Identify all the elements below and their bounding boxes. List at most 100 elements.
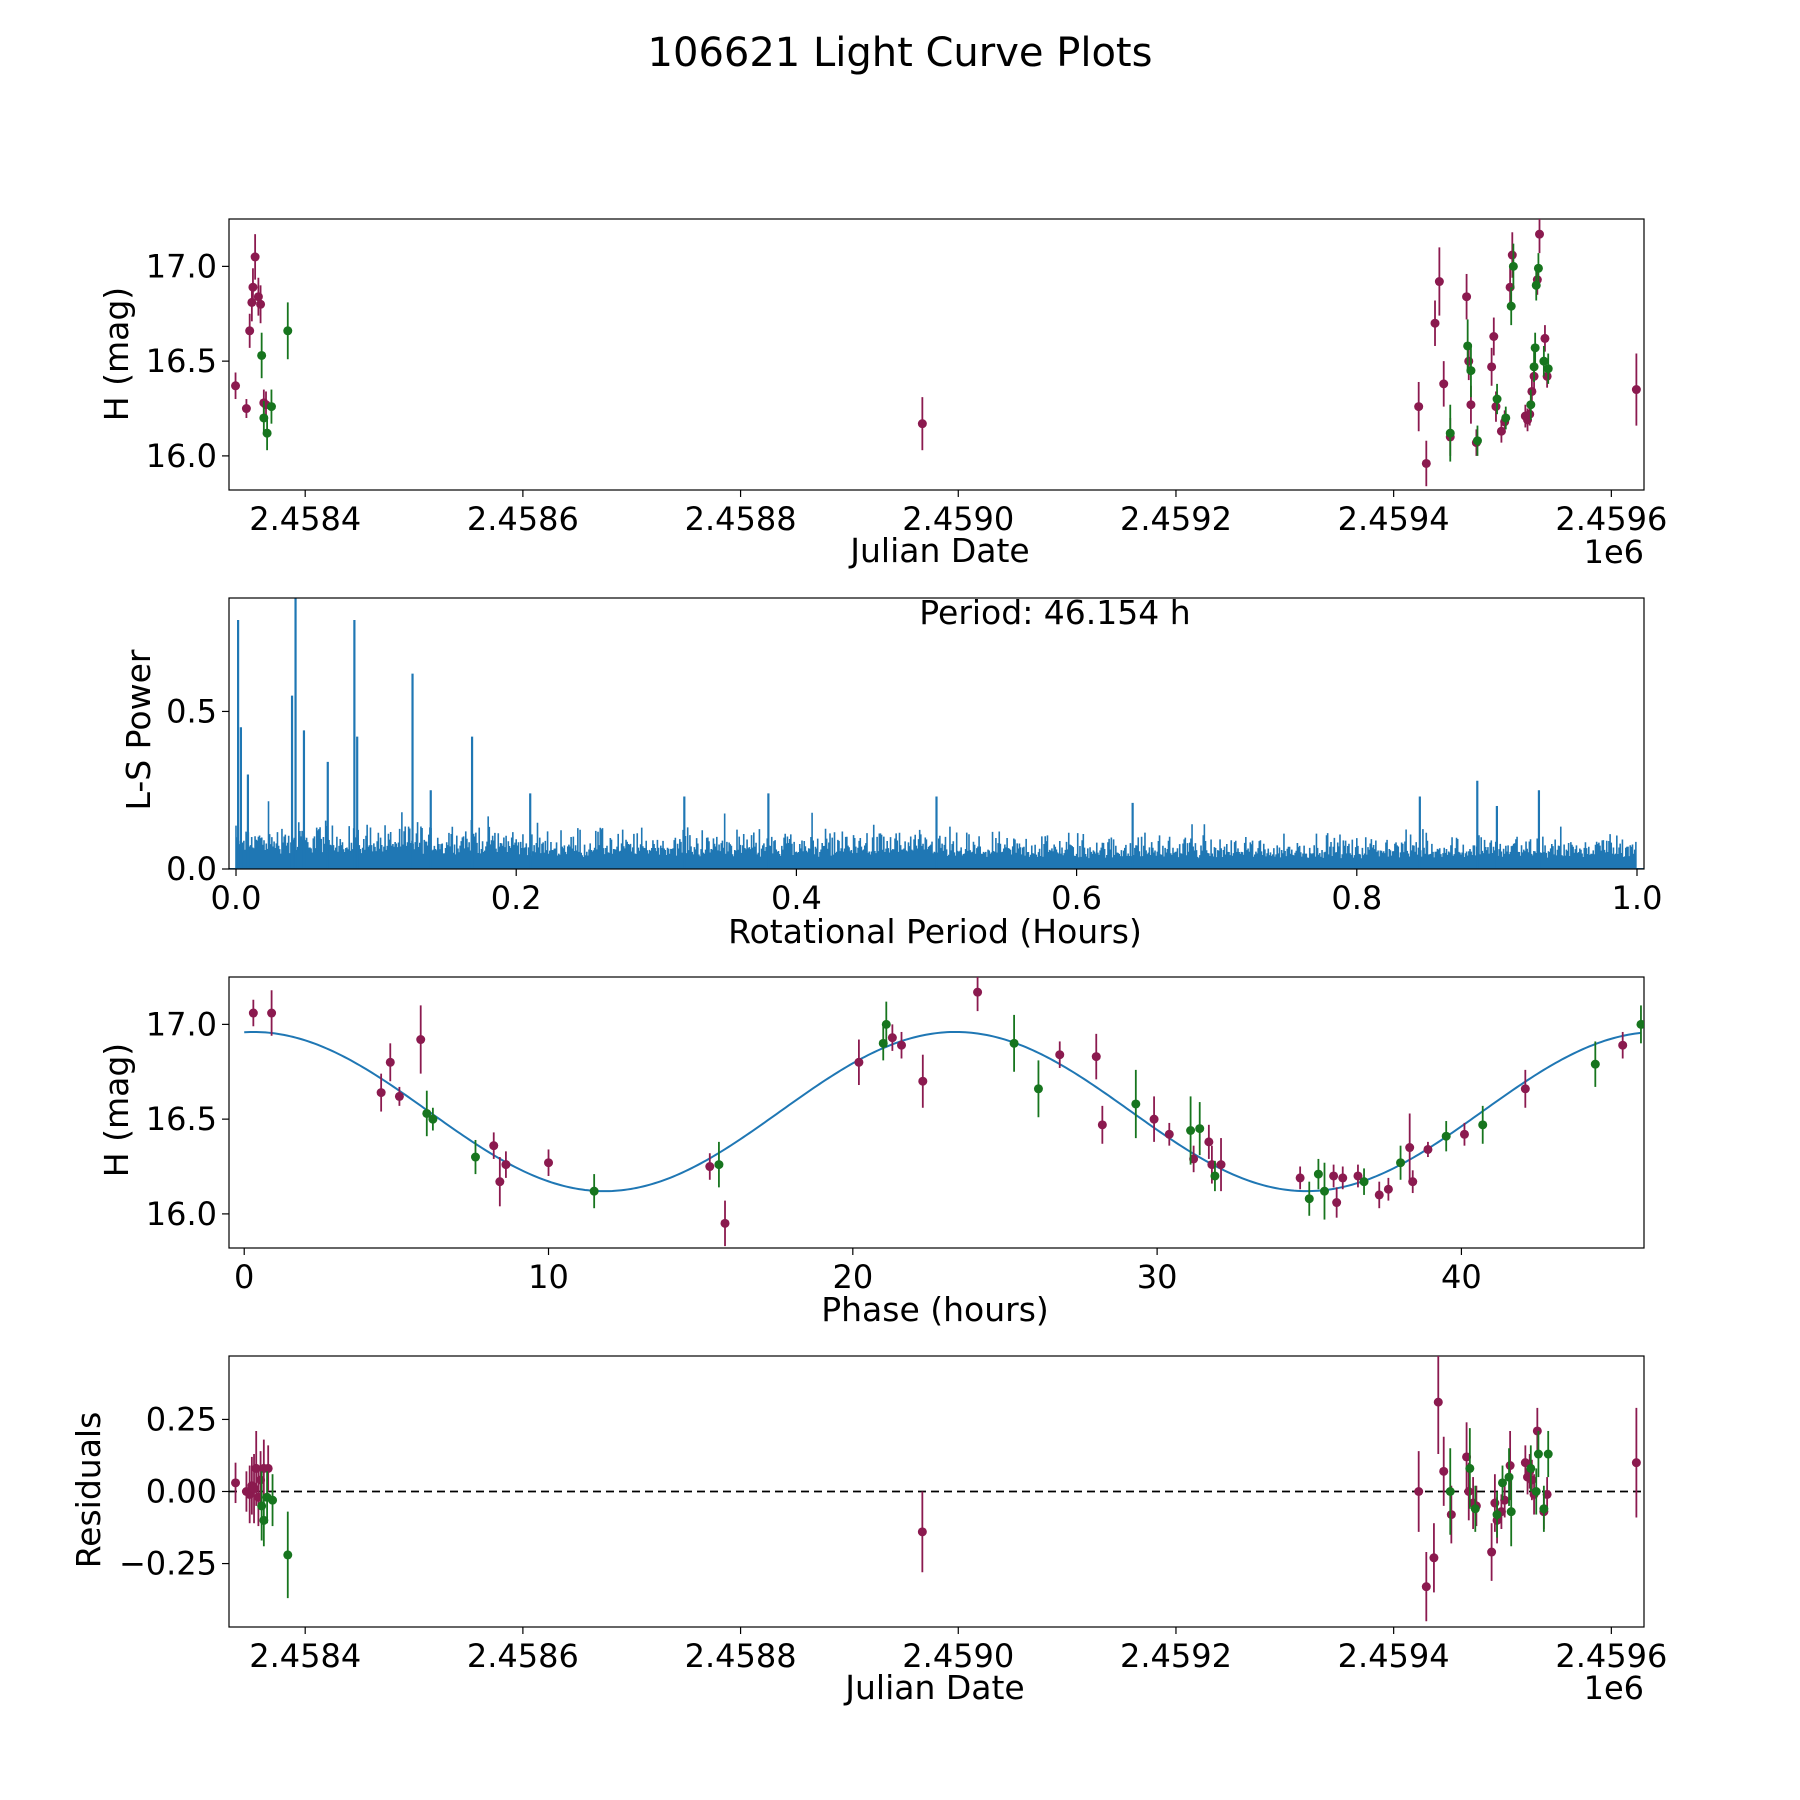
data-point	[1535, 229, 1545, 239]
data-point	[589, 1186, 599, 1196]
data-point	[1439, 379, 1449, 389]
data-point	[1033, 1084, 1043, 1094]
data-point	[1500, 1495, 1510, 1505]
data-point	[231, 381, 241, 391]
periodogram-frame	[228, 597, 1645, 870]
lightcurve-xtick-label: 2.4594	[1338, 500, 1450, 538]
periodogram-xtick-label: 0.4	[771, 879, 822, 917]
data-point	[1543, 1449, 1553, 1459]
data-point	[1462, 1452, 1472, 1462]
residuals-xlabel: Julian Date	[843, 1668, 1025, 1707]
lightcurve-xtick-label: 2.4586	[467, 500, 579, 538]
data-point	[1295, 1173, 1305, 1183]
data-point	[1441, 1131, 1451, 1141]
data-point	[1539, 356, 1549, 366]
data-point	[1396, 1158, 1406, 1168]
data-point	[1472, 436, 1482, 446]
periodogram-xtick-label: 0.0	[211, 879, 262, 917]
phased-panel: Phase (hours) H (mag) 0 10 20 30 40 16.0 16.5 1…	[97, 976, 1645, 1329]
data-point	[416, 1035, 426, 1045]
data-point	[1149, 1114, 1159, 1124]
fit-curve	[244, 1030, 1642, 1193]
data-point	[501, 1160, 511, 1170]
data-point	[1631, 385, 1641, 395]
data-point	[544, 1158, 554, 1168]
data-point	[1216, 1160, 1226, 1170]
data-point	[1313, 1169, 1323, 1179]
period-annotation: Period: 46.154 h	[919, 593, 1190, 632]
phased-xtick-label: 0	[234, 1258, 254, 1296]
data-point	[1506, 301, 1516, 311]
data-point	[1531, 280, 1541, 290]
data-point	[881, 1019, 891, 1029]
periodogram-xtick-label: 1.0	[1612, 879, 1663, 917]
data-point	[1478, 1120, 1488, 1130]
data-point	[1532, 1426, 1542, 1436]
data-point	[1527, 386, 1537, 396]
phased-points	[248, 977, 1644, 1247]
data-point	[897, 1040, 907, 1050]
residuals-ytick-label: 0.25	[146, 1400, 217, 1438]
lightcurve-xtick-label: 2.4596	[1555, 500, 1667, 538]
lightcurve-xtick-label: 2.4584	[249, 500, 361, 538]
data-point	[495, 1177, 505, 1187]
phased-xlabel: Phase (hours)	[821, 1290, 1049, 1329]
lightcurve-xlabel: Julian Date	[848, 531, 1030, 570]
residuals-ylabel: Residuals	[69, 1412, 108, 1569]
data-point	[1338, 1173, 1348, 1183]
periodogram-panel: Period: 46.154 h Rotational Period (Hour…	[119, 593, 1662, 951]
data-point	[1507, 250, 1517, 260]
data-point	[1530, 343, 1540, 353]
data-point	[1353, 1171, 1363, 1181]
data-point	[266, 402, 276, 412]
data-point	[1097, 1120, 1107, 1130]
data-point	[1542, 1489, 1552, 1499]
data-point	[1421, 458, 1431, 468]
data-point	[1489, 331, 1499, 341]
data-point	[1408, 1177, 1418, 1187]
data-point	[918, 1076, 928, 1086]
lightcurve-ylabel: H (mag)	[97, 287, 136, 421]
data-point	[262, 428, 272, 438]
data-point	[1210, 1171, 1220, 1181]
data-point	[1430, 318, 1440, 328]
data-point	[1439, 1466, 1449, 1476]
data-point	[259, 1515, 269, 1525]
data-point	[257, 1501, 267, 1511]
data-point	[1414, 1487, 1424, 1496]
residuals-xtick-label: 2.4584	[249, 1637, 361, 1675]
data-point	[283, 1550, 293, 1560]
data-point	[394, 1091, 404, 1101]
data-point	[1636, 1019, 1644, 1029]
phased-xtick-label: 40	[1441, 1258, 1482, 1296]
data-point	[1470, 1504, 1480, 1514]
data-point	[1533, 263, 1543, 273]
data-point	[256, 299, 266, 309]
data-point	[1462, 292, 1472, 302]
data-point	[1433, 1397, 1443, 1407]
data-point	[973, 987, 983, 997]
data-point	[1464, 356, 1474, 366]
data-point	[1543, 364, 1553, 374]
data-point	[1329, 1171, 1339, 1181]
data-point	[1506, 1507, 1516, 1517]
data-point	[1505, 1461, 1515, 1471]
residuals-xtick-label: 2.4590	[902, 1637, 1014, 1675]
residuals-xtick-label: 2.4594	[1338, 1637, 1450, 1675]
data-point	[1465, 1463, 1475, 1473]
data-point	[253, 292, 263, 302]
data-point	[1359, 1177, 1369, 1187]
data-point	[1487, 1547, 1497, 1557]
periodogram-xlabel: Rotational Period (Hours)	[728, 912, 1142, 951]
phased-ytick-label: 16.0	[146, 1195, 217, 1233]
periodogram-xtick-label: 0.8	[1331, 879, 1382, 917]
data-point	[1204, 1137, 1214, 1147]
data-point	[1446, 1510, 1456, 1520]
data-point	[245, 326, 255, 336]
periodogram-ylabel: L-S Power	[119, 649, 158, 810]
data-point	[1539, 1504, 1549, 1514]
data-point	[714, 1160, 724, 1170]
data-point	[1009, 1038, 1019, 1048]
data-point	[1055, 1050, 1065, 1060]
